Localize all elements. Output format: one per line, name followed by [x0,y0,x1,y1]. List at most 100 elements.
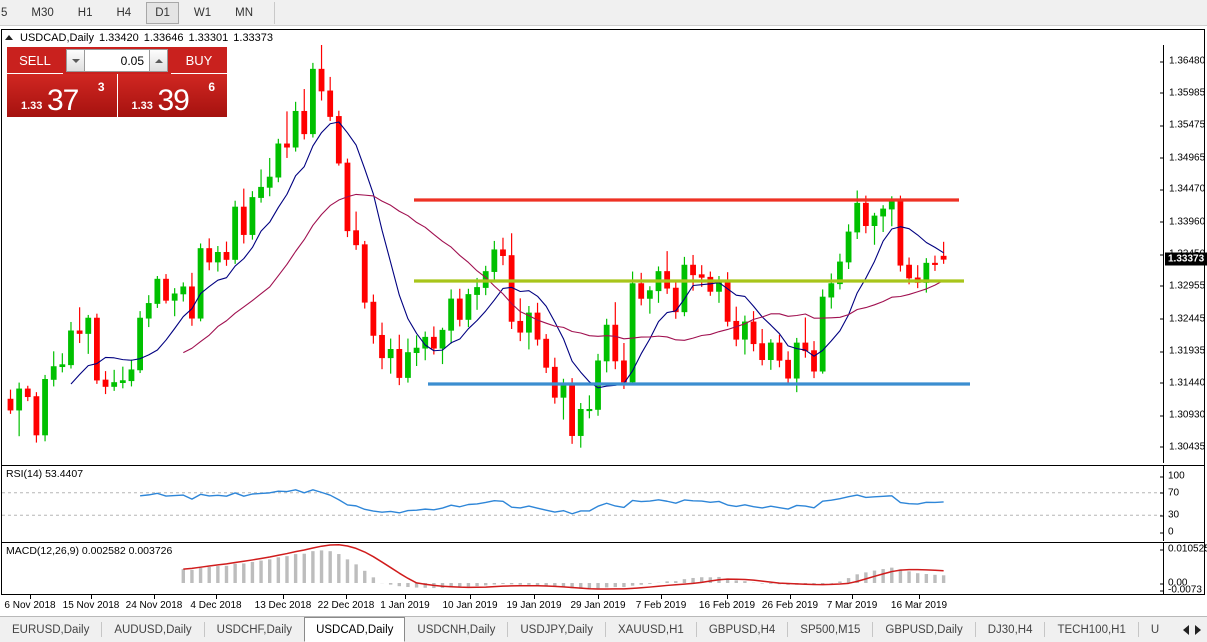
symbol-tab-gbpusd-daily[interactable]: GBPUSD,Daily [885,623,963,636]
rsi-axis: 100 70 30 0 [1160,466,1205,541]
price-tick-label: 1.35985 [1169,87,1206,98]
candle [569,378,575,444]
macd-plot-area[interactable] [2,543,1162,595]
ohlc-close: 1.33373 [233,31,274,44]
tab-separator [507,622,509,637]
price-tick: 1.33960 [1160,216,1206,228]
buy-button[interactable]: BUY [171,47,227,74]
candle [586,395,593,419]
price-tick-label: 1.30930 [1169,409,1206,421]
symbol-tab-sp500-m15[interactable]: SP500,M15 [800,623,861,636]
rsi-plot-area[interactable] [2,466,1162,541]
ohlc-low: 1.33301 [188,31,229,44]
date-tick-label: 6 Nov 2018 [4,600,56,611]
symbol-tab-usdjpy-daily[interactable]: USDJPY,Daily [520,623,593,636]
symbol-tab-dj30-h4[interactable]: DJ30,H4 [987,623,1033,636]
candle [16,382,23,437]
chart-header: USDCAD,Daily 1.33420 1.33646 1.33301 1.3… [5,30,273,45]
price-tick: 1.34470 [1160,184,1205,195]
candle [837,253,843,290]
candle [111,369,118,391]
sell-price-quote[interactable]: 1.33 37 3 [7,74,118,117]
timeframe-tab-h1[interactable]: H1 [77,6,93,19]
candle [197,243,204,322]
sell-button[interactable]: SELL [7,47,63,74]
date-tick-label: 13 Dec 2018 [254,600,312,611]
timeframe-tab-d1[interactable]: D1 [146,1,179,24]
date-tick-label: 26 Feb 2019 [761,600,819,611]
symbol-tab-audusd-daily[interactable]: AUDUSD,Daily [114,623,192,636]
chart-frame: USDCAD,Daily 1.33420 1.33646 1.33301 1.3… [1,29,1207,596]
volume-stepper: 0.05 [63,47,171,74]
symbol-tab-usdcad-daily[interactable]: USDCAD,Daily [304,617,406,642]
candle [214,246,221,272]
symbol-tab-usdchf-daily[interactable]: USDCHF,Daily [216,623,293,636]
candle [266,157,273,197]
candle [405,338,411,383]
chart-symbol-label: USDCAD,Daily [20,31,94,44]
price-tick: 1.31935 [1160,346,1205,357]
symbol-tab-u[interactable]: U [1150,623,1160,636]
macd-pane: MACD(12,26,9) 0.002582 0.003726 0.010525… [2,542,1207,596]
oct-top-row: SELL 0.05 BUY [7,47,227,74]
tab-separator [203,622,205,637]
symbol-tab-gbpusd-h4[interactable]: GBPUSD,H4 [708,623,776,636]
rsi-line-chart [2,489,1162,516]
candle [163,274,169,304]
candle [577,403,584,448]
sell-price-prefix: 1.33 [21,100,43,112]
price-plot-area[interactable] [2,45,1162,463]
timeframe-tab-h4[interactable]: H4 [116,6,132,19]
candle [327,76,334,121]
candle [517,298,524,342]
date-tick-mark [283,595,284,599]
symbol-tab-tech100-h1[interactable]: TECH100,H1 [1057,623,1126,636]
timeframe-tab-mn[interactable]: MN [235,6,254,19]
date-tick-mark [346,595,347,599]
candle [7,389,14,414]
candle [85,314,92,354]
ohlc-open: 1.33420 [98,31,139,44]
candle [292,101,299,152]
volume-decrease-button[interactable] [66,49,85,72]
price-axis[interactable]: 1.36480 1.35985 1.35475 1.34965 1.34470 1.339… [1160,45,1207,463]
symbol-tab-usdcnh-daily[interactable]: USDCNH,Daily [417,623,496,636]
buy-price-fraction: 6 [208,80,215,94]
macd-axis: 0.010525 0.00 -0.0073 [1160,543,1207,596]
candle [456,288,463,327]
candle [811,341,817,379]
timeframe-tab-m30[interactable]: M30 [31,6,54,19]
price-tick: 1.36480 [1160,56,1205,67]
symbol-tab-eurusd-daily[interactable]: EURUSD,Daily [12,623,90,636]
rsi-tick-label: 30 [1168,509,1180,521]
rsi-label: RSI(14) 53.4407 [6,468,84,480]
scroll-right-icon[interactable] [1195,624,1201,635]
date-tick-label: 10 Jan 2019 [442,600,498,611]
volume-input[interactable]: 0.05 [85,49,149,72]
timeframe-tab-w1[interactable]: W1 [193,6,212,19]
candle [249,191,256,240]
price-tick-label: 1.33960 [1169,216,1206,228]
tab-separator [605,622,606,637]
candle [240,188,247,244]
collapse-triangle-icon[interactable] [5,35,13,40]
toolbar-separator [274,1,276,24]
macd-tick-label: 0.010525 [1168,543,1207,555]
candle [189,272,195,326]
date-tick-mark [852,595,853,599]
symbol-tab-xauusd-h1[interactable]: XAUUSD,H1 [618,623,684,636]
sell-price-main: 37 [47,84,79,117]
rsi-tick: 70 [1160,487,1179,498]
tab-separator [695,622,697,637]
volume-increase-button[interactable] [149,49,168,72]
date-tick-label: 22 Dec 2018 [317,600,375,611]
timeframe-tab-5[interactable]: 5 [1,6,8,19]
price-tick-label: 1.32955 [1169,280,1206,292]
date-tick-label: 4 Dec 2018 [190,600,242,611]
scroll-left-icon[interactable] [1183,624,1189,635]
date-tick-mark [661,595,662,599]
candle [862,195,869,234]
tab-scroll-controls [1177,617,1207,642]
buy-price-quote[interactable]: 1.33 39 6 [117,74,227,117]
date-tick-label: 7 Mar 2019 [826,600,878,611]
